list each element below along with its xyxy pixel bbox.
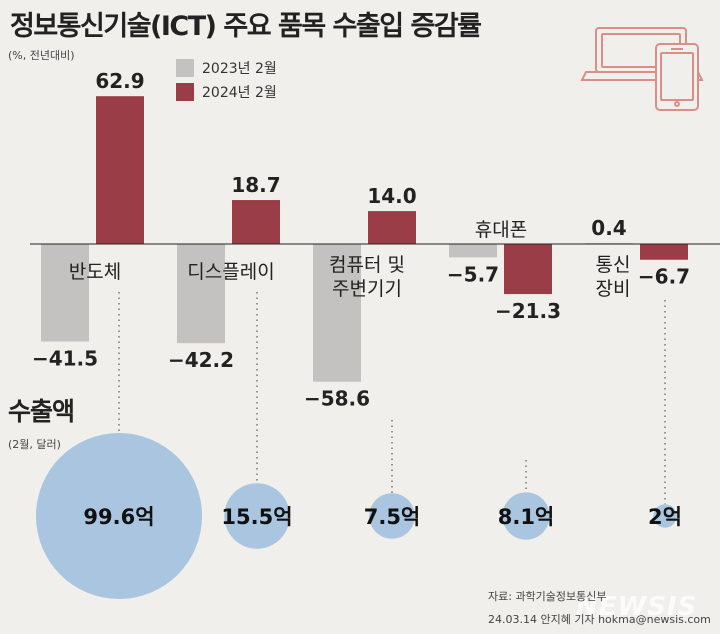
export-label-3: 8.1억 — [498, 505, 555, 529]
value-label-2024-0: 62.9 — [95, 69, 144, 93]
exports-unit: (2월, 달러) — [8, 438, 61, 451]
legend-swatch-2023 — [176, 59, 194, 77]
value-label-2024-2: 14.0 — [367, 184, 416, 208]
page-title: 정보통신기술(ICT) 주요 품목 수출입 증감률 — [10, 11, 482, 42]
laptop-tablet-icon — [580, 27, 704, 111]
value-label-2023-0: −41.5 — [32, 347, 98, 371]
legend-item-2024: 2024년 2월 — [176, 80, 277, 104]
category-label-1-0: 디스플레이 — [187, 261, 274, 283]
connector-lines — [118, 292, 666, 505]
credit-note: 24.03.14 안지혜 기자 hokma@newsis.com — [488, 613, 711, 626]
value-label-2024-3: −21.3 — [495, 299, 561, 323]
legend-swatch-2024 — [176, 83, 194, 101]
bar-2024-4 — [640, 244, 688, 260]
bar-labels: −41.5 −42.2 −58.6 −5.7 0.4 62.9 18.7 14.0 −21.3 −… — [32, 69, 690, 411]
bar-2024-0 — [96, 96, 144, 244]
category-label-4-1: 장비 — [596, 278, 631, 300]
export-bubble-2 — [369, 493, 415, 539]
value-label-2023-4: 0.4 — [591, 216, 626, 240]
newsis-logo: NEWSIS — [576, 592, 698, 622]
category-label-2-0: 컴퓨터 및 — [329, 254, 405, 276]
export-label-1: 15.5억 — [221, 505, 292, 529]
value-label-2023-1: −42.2 — [168, 348, 234, 372]
category-label-2-1: 주변기기 — [332, 278, 402, 300]
category-label-3-0: 휴대폰 — [475, 219, 527, 241]
legend-item-2023: 2023년 2월 — [176, 56, 277, 80]
export-bubbles: 99.6억 15.5억 7.5억 8.1억 2억 — [36, 433, 682, 599]
category-label-0-0: 반도체 — [69, 261, 121, 283]
export-label-0: 99.6억 — [83, 505, 154, 529]
export-label-2: 7.5억 — [364, 505, 421, 529]
bar-2023-2 — [313, 244, 361, 382]
bar-2023-0 — [41, 244, 89, 342]
export-label-4: 2억 — [648, 505, 682, 529]
bar-2023-1 — [177, 244, 225, 344]
export-bubble-3 — [502, 492, 550, 540]
bar-2024-3 — [504, 244, 552, 295]
unit-label: (%, 전년대비) — [8, 49, 75, 62]
legend-label-2023: 2023년 2월 — [202, 61, 277, 77]
bar-series — [41, 96, 688, 382]
value-label-2024-4: −6.7 — [638, 265, 690, 289]
bar-2023-3 — [449, 244, 497, 258]
export-bubble-0 — [36, 433, 202, 599]
value-label-2023-3: −5.7 — [447, 262, 499, 286]
bar-2024-2 — [368, 211, 416, 244]
export-bubble-1 — [224, 483, 290, 549]
export-bubble-4 — [653, 504, 677, 528]
value-label-2024-1: 18.7 — [231, 173, 280, 197]
legend: 2023년 2월 2024년 2월 — [176, 56, 277, 104]
bar-2024-1 — [232, 200, 280, 244]
legend-label-2024: 2024년 2월 — [202, 85, 277, 101]
value-label-2023-2: −58.6 — [304, 387, 370, 411]
category-label-4-0: 통신 — [596, 254, 631, 276]
exports-title: 수출액 — [8, 397, 75, 426]
source-note: 자료: 과학기술정보통신부 — [488, 590, 607, 603]
